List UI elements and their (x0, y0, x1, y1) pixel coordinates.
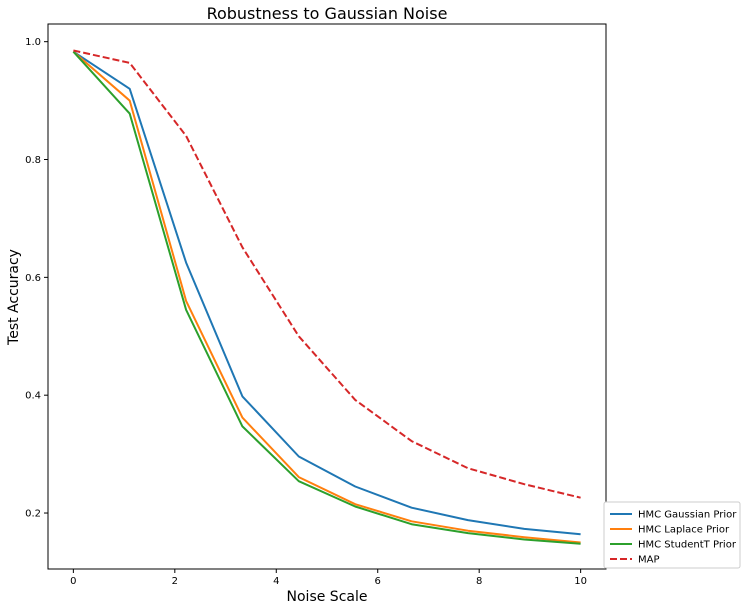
legend-label: HMC StudentT Prior (638, 540, 737, 551)
legend-label: MAP (638, 555, 660, 566)
x-axis: 0 2 4 6 8 10 (70, 569, 587, 587)
x-tick-label: 8 (476, 576, 482, 587)
x-tick-label: 2 (172, 576, 178, 587)
x-tick-label: 6 (375, 576, 381, 587)
legend-label: HMC Gaussian Prior (638, 510, 737, 521)
x-axis-title: Noise Scale (287, 589, 368, 605)
x-tick-label: 10 (574, 576, 587, 587)
series-line-2 (72, 50, 581, 544)
y-tick-label: 0.4 (25, 391, 41, 402)
y-tick-label: 0.2 (25, 509, 41, 520)
y-tick-label: 0.6 (25, 273, 41, 284)
series-lines (72, 49, 581, 545)
x-tick-label: 0 (70, 576, 76, 587)
series-line-4 (73, 49, 581, 499)
chart-title: Robustness to Gaussian Noise (207, 4, 448, 23)
x-tick-label: 4 (273, 576, 279, 587)
legend-frame (603, 501, 741, 569)
y-axis: 0.2 0.4 0.6 0.8 1.0 (25, 37, 48, 520)
y-tick-label: 0.8 (25, 155, 41, 166)
y-tick-label: 1.0 (25, 37, 41, 48)
legend: HMC Gaussian Prior HMC Laplace Prior HMC S… (603, 501, 741, 569)
series-line-1 (72, 50, 581, 536)
legend-label: HMC Laplace Prior (638, 525, 730, 536)
plot-area (47, 23, 607, 570)
series-line-3 (72, 51, 581, 545)
y-axis-title: Test Accuracy (6, 249, 22, 346)
